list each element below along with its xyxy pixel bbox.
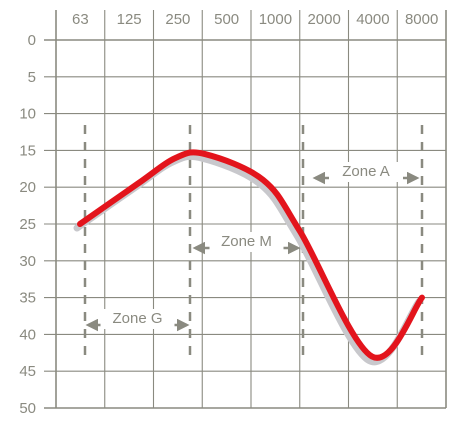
y-tick-label: 50: [19, 400, 36, 417]
x-tick-label: 4000: [356, 11, 389, 28]
y-tick-label: 0: [28, 32, 36, 49]
zone-markers: Zone G Zone M Zone A: [83, 125, 424, 355]
y-tick-label: 5: [28, 69, 36, 86]
y-axis-tick-labels: 0 5 10 15 20 25 30 35 40 45 50: [19, 32, 36, 417]
x-tick-label: 250: [165, 11, 190, 28]
zone-label-background: [100, 309, 175, 329]
x-axis-tick-labels: 63 125 250 500 1000 2000 4000 8000: [72, 11, 438, 28]
y-tick-label: 45: [19, 363, 36, 380]
zone-label: Zone M: [221, 233, 272, 250]
hearing-curve: [73, 149, 425, 366]
x-tick-label: 125: [117, 11, 142, 28]
y-tick-label: 15: [19, 142, 36, 159]
zone-label-background: [209, 232, 284, 252]
y-tick-label: 30: [19, 253, 36, 270]
x-tick-label: 63: [72, 11, 89, 28]
y-tick-label: 35: [19, 290, 36, 307]
x-tick-label: 8000: [405, 11, 438, 28]
x-tick-label: 1000: [259, 11, 292, 28]
y-tick-label: 20: [19, 179, 36, 196]
y-tick-label: 25: [19, 216, 36, 233]
zone-label-background: [329, 162, 403, 182]
x-tick-label: 500: [214, 11, 239, 28]
y-tick-label: 40: [19, 326, 36, 343]
zone-label: Zone G: [112, 310, 162, 327]
zone-label: Zone A: [342, 163, 390, 180]
series-line: [77, 149, 425, 361]
y-tick-label: 10: [19, 106, 36, 123]
x-tick-label: 2000: [307, 11, 340, 28]
